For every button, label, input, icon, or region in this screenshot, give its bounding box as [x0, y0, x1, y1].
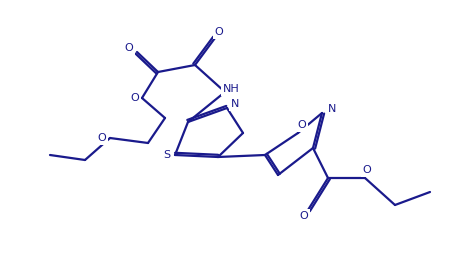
- Text: O: O: [215, 27, 224, 37]
- Text: O: O: [125, 43, 134, 53]
- Text: NH: NH: [223, 84, 240, 94]
- Text: O: O: [363, 165, 371, 175]
- Text: O: O: [300, 211, 308, 221]
- Text: O: O: [98, 133, 106, 143]
- Text: N: N: [328, 104, 336, 114]
- Text: O: O: [131, 93, 140, 103]
- Text: O: O: [297, 120, 306, 130]
- Text: N: N: [231, 99, 239, 109]
- Text: S: S: [163, 150, 171, 160]
